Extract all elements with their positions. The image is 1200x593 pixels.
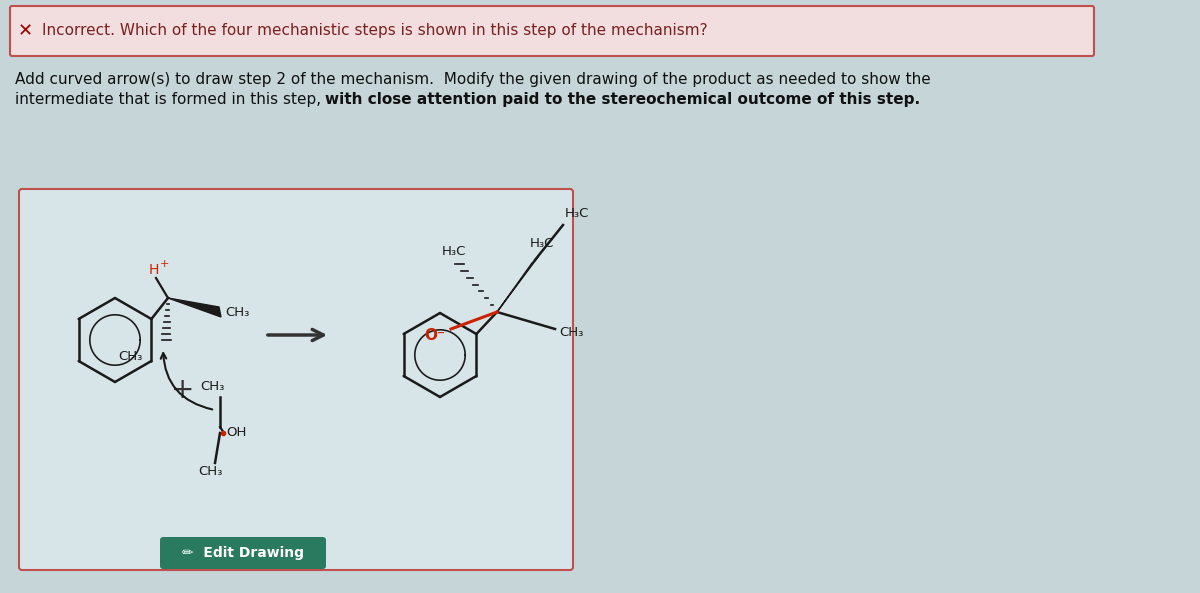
Text: O⁻: O⁻ <box>424 329 445 343</box>
Text: Add curved arrow(s) to draw step 2 of the mechanism.  Modify the given drawing o: Add curved arrow(s) to draw step 2 of th… <box>14 72 931 87</box>
Text: H: H <box>149 263 160 277</box>
Text: CH₃: CH₃ <box>200 381 224 394</box>
FancyBboxPatch shape <box>19 189 574 570</box>
Polygon shape <box>168 298 221 317</box>
Text: CH₃: CH₃ <box>198 465 222 478</box>
Text: CH₃: CH₃ <box>559 326 583 339</box>
Text: H₃C: H₃C <box>565 207 589 220</box>
Text: intermediate that is formed in this step,: intermediate that is formed in this step… <box>14 92 326 107</box>
Text: CH₃: CH₃ <box>226 305 250 318</box>
Text: Incorrect. Which of the four mechanistic steps is shown in this step of the mech: Incorrect. Which of the four mechanistic… <box>42 24 708 39</box>
Text: H₃C: H₃C <box>530 237 554 250</box>
Text: H₃C: H₃C <box>442 245 466 258</box>
Text: +: + <box>172 376 194 404</box>
Text: with close attention paid to the stereochemical outcome of this step.: with close attention paid to the stereoc… <box>325 92 920 107</box>
Polygon shape <box>497 257 538 312</box>
Text: CH₃: CH₃ <box>118 350 142 363</box>
FancyBboxPatch shape <box>160 537 326 569</box>
Text: ✏  Edit Drawing: ✏ Edit Drawing <box>182 546 304 560</box>
Text: ✕: ✕ <box>18 22 32 40</box>
Text: +: + <box>160 259 169 269</box>
Text: OH: OH <box>226 426 246 439</box>
FancyBboxPatch shape <box>10 6 1094 56</box>
